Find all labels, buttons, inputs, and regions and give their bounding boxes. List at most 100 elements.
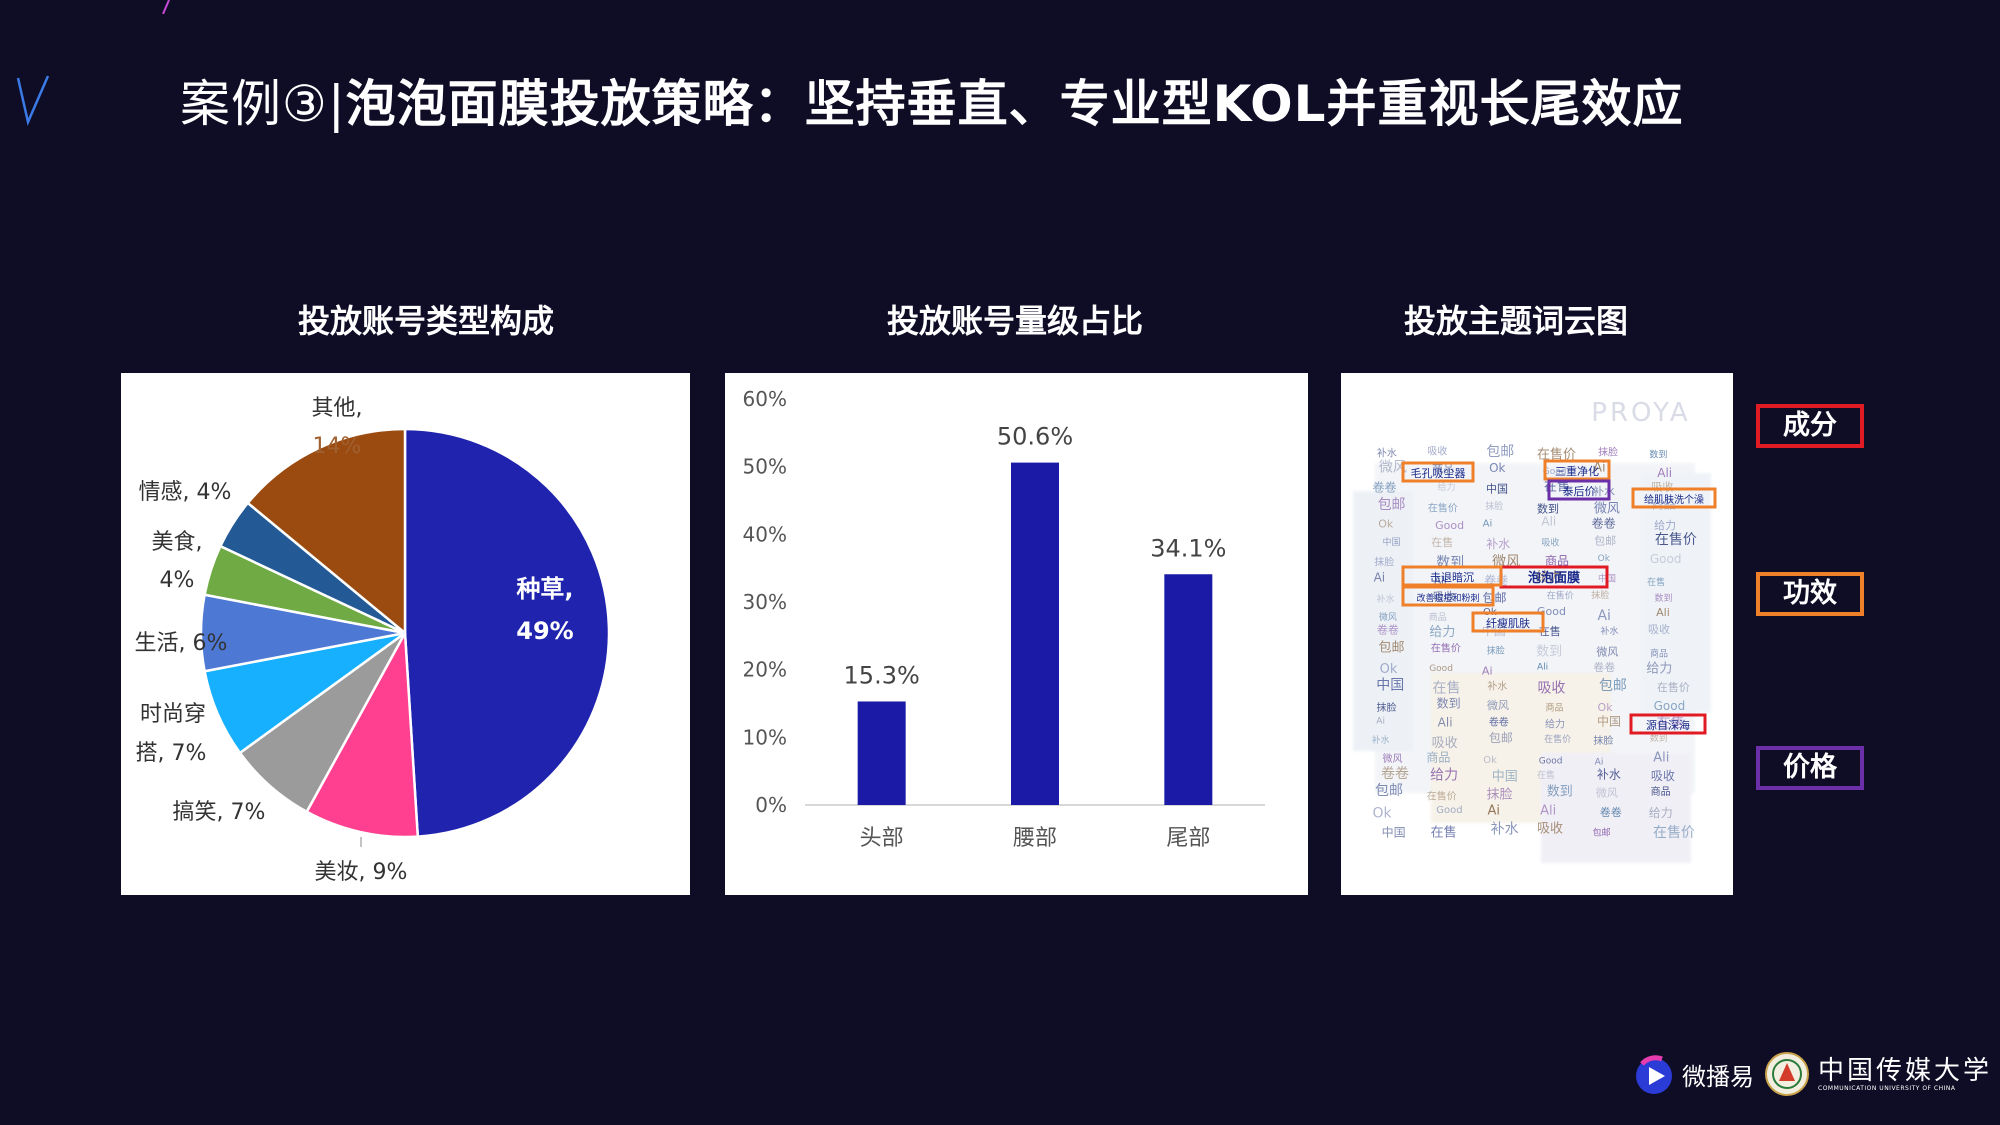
slide-title-prefix: 案例③| xyxy=(180,75,346,133)
wordcloud-filler-word: 微风 xyxy=(1594,501,1620,516)
wordcloud-filler-word: 在售 xyxy=(1431,535,1453,549)
wordcloud-filler-word: 给力 xyxy=(1429,625,1455,640)
wordcloud-word-bubble: 泡泡面膜 xyxy=(1528,570,1580,586)
bar-2 xyxy=(1164,574,1213,805)
bar-data-label: 15.3% xyxy=(844,661,920,689)
bar-data-label: 34.1% xyxy=(1150,534,1226,562)
wordcloud-filler-word: 中国 xyxy=(1376,677,1404,693)
wordcloud-filler-word: 数到 xyxy=(1536,645,1562,660)
bar-chart-title: 投放账号量级占比 xyxy=(886,302,1143,340)
wordcloud-filler-word: 吸收 xyxy=(1541,537,1559,549)
wordcloud-filler-word: 微风 xyxy=(1596,644,1618,658)
wordcloud-filler-word: 抹脸 xyxy=(1591,589,1609,601)
wordcloud-filler-word: 吸收 xyxy=(1537,821,1563,836)
bar-1 xyxy=(1011,462,1059,805)
wordcloud-filler-word: Good xyxy=(1429,664,1453,674)
wordcloud-filler-word: Ok xyxy=(1378,517,1394,530)
wordcloud-filler-word: 数到 xyxy=(1537,503,1559,516)
wordcloud-filler-word: 商品 xyxy=(1545,553,1569,568)
wordcloud-filler-word: Ai xyxy=(1483,518,1493,529)
wordcloud-filler-word: Ai xyxy=(1595,757,1604,767)
wordcloud-filler-word: 微风 xyxy=(1379,611,1397,623)
cuc-emblem-icon xyxy=(1765,1052,1809,1096)
wordcloud-highlights: 毛孔吸尘器 三重净化 泰后价 给肌肤洗个澡 泡泡面膜 击退暗沉 纤瘦肌肤 源自深… xyxy=(1401,459,1717,735)
wordcloud-filler-word: Ali xyxy=(1537,662,1548,672)
wordcloud-texture xyxy=(1353,463,1711,863)
wordcloud-filler-word: 补水 xyxy=(1376,593,1394,605)
wordcloud-filler-word: 给力 xyxy=(1430,768,1458,784)
wordcloud-word-wash: 给肌肤洗个澡 xyxy=(1644,493,1704,506)
pie-label-shishang-1: 时尚穿 xyxy=(140,702,206,727)
wordcloud-filler-word: 中国 xyxy=(1597,714,1621,729)
wordcloud-filler-word: 包邮 xyxy=(1599,678,1627,694)
wordcloud-filler-word: 补水 xyxy=(1491,821,1519,837)
bar-ytick-label: 0% xyxy=(755,793,787,817)
pie-label-meishi-1: 美食, xyxy=(152,530,203,555)
wordcloud-filler-word: 商品 xyxy=(1545,701,1563,713)
pie-slice-meizhuang xyxy=(305,628,420,839)
bar-ytick-label: 20% xyxy=(743,658,787,682)
wordcloud-filler-word: Ok xyxy=(1373,805,1393,821)
wordcloud-filler-word: 商品 xyxy=(1432,461,1454,475)
wordcloud-filler-word: Ali xyxy=(1653,750,1669,765)
wordcloud-filler-word: 抹脸 xyxy=(1486,787,1512,802)
wordcloud-filler-word: Ali xyxy=(1434,575,1446,586)
wordcloud-filler-word: 在售价 xyxy=(1544,733,1571,745)
bar-ytick-label: 50% xyxy=(743,455,787,479)
pie-label-meizhuang: 美妆, 9% xyxy=(315,860,408,885)
legend-ingredient: 成分 xyxy=(1756,404,1864,448)
wordcloud-filler-word: 在售 xyxy=(1432,680,1460,696)
wordcloud-filler-word: 数到 xyxy=(1437,695,1461,710)
wordcloud-filler-word: 商品 xyxy=(1650,648,1668,660)
wordcloud-filler-word: 在售价 xyxy=(1547,590,1574,602)
wordcloud-filler-word: 包邮 xyxy=(1489,731,1513,745)
top-accent-stroke xyxy=(162,0,170,14)
wordcloud-filler-word: 在售 xyxy=(1431,825,1457,841)
wordcloud-filler-word: Ok xyxy=(1489,461,1505,475)
wordcloud-filler-word: 卷卷 xyxy=(1377,622,1399,636)
wordcloud-filler-word: 给力 xyxy=(1437,481,1455,493)
wordcloud-word-deepsea: 源自深海 xyxy=(1646,718,1690,732)
wordcloud-filler-word: Ai xyxy=(1376,716,1385,726)
wordcloud-filler-word: 补水 xyxy=(1372,734,1390,746)
pie-chart-panel: 种草, 49% 美妆, 9% 搞笑, 7% 时尚穿 搭, 7% 生活, 6% 美… xyxy=(121,373,690,895)
wordcloud-filler-word: 抹脸 xyxy=(1487,644,1505,656)
accent-v-mark xyxy=(16,75,50,126)
wordcloud-filler-word: 包邮 xyxy=(1378,641,1404,656)
pie-label-meishi-2: 4% xyxy=(160,568,195,593)
wordcloud-filler-word: Good xyxy=(1539,756,1563,766)
legend-price: 价格 xyxy=(1756,746,1864,790)
wordcloud-word-slim: 纤瘦肌肤 xyxy=(1486,616,1530,630)
wordcloud-word-triple: 三重净化 xyxy=(1555,464,1599,478)
wordcloud-filler-word: 补水 xyxy=(1597,768,1621,782)
slide-title-main: 泡泡面膜投放策略：坚持垂直、专业型KOL并重视长尾效应 xyxy=(345,75,1684,133)
wordcloud-filler-word: 补水 xyxy=(1600,625,1618,637)
pie-value-zhongcao: 49% xyxy=(516,617,573,645)
wordcloud-word-acne: 改善痘痘和粉刺 xyxy=(1416,592,1479,604)
wordcloud-filler-word: 吸收 xyxy=(1427,444,1447,457)
bar-category-label: 尾部 xyxy=(1166,826,1210,851)
wordcloud-filler-word: 包邮 xyxy=(1594,534,1616,547)
wordcloud-filler-word: 吸收 xyxy=(1433,589,1455,603)
pie-label-shenghuo: 生活, 6% xyxy=(135,631,228,656)
bar-chart: 0% 10% 20% 30% 40% 50% 60% 15.3% 头部 50.6% 腰部 34.1%… xyxy=(743,387,1265,851)
wordcloud-filler-word: 商品 xyxy=(1429,611,1447,623)
wordcloud-filler-word: 给力 xyxy=(1654,519,1676,532)
wordcloud-filler-word: 补水 xyxy=(1486,537,1510,551)
pie-label-qinggan: 情感, 4% xyxy=(139,480,232,505)
pie-label-shishang-2: 搭, 7% xyxy=(136,741,207,766)
bar-ytick-label: 30% xyxy=(743,590,787,614)
wordcloud-filler-word: Good xyxy=(1543,467,1567,477)
wordcloud-filler-word: Ali xyxy=(1657,466,1672,480)
wordcloud-filler-word: 卷卷 xyxy=(1600,805,1622,819)
bar-ytick-label: 60% xyxy=(743,387,787,411)
wordcloud-filler-word: 中国 xyxy=(1382,536,1400,548)
wordcloud-word-pore: 毛孔吸尘器 xyxy=(1411,467,1466,480)
wordcloud-filler-word: 中国 xyxy=(1486,482,1508,495)
bar-ytick-label: 10% xyxy=(743,725,787,749)
wordcloud-filler-word: Ok xyxy=(1598,554,1611,564)
wordcloud-filler-word: 吸收 xyxy=(1432,736,1458,751)
wordcloud-filler-word: 卷卷 xyxy=(1372,480,1396,495)
wordcloud-filler-word: 在售 xyxy=(1657,715,1685,731)
